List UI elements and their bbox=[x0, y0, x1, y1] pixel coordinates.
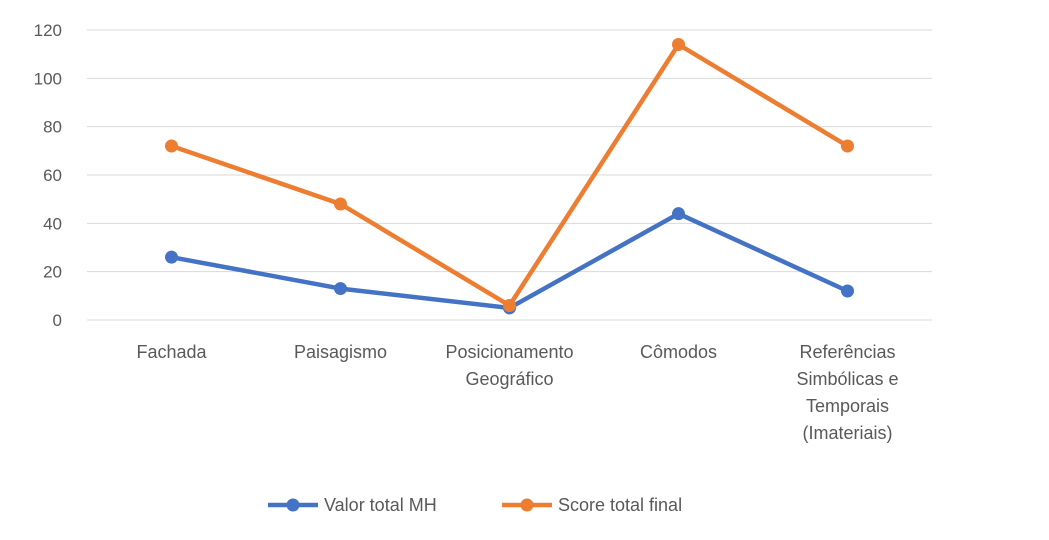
legend: Valor total MH Score total final bbox=[268, 495, 682, 515]
data-point bbox=[165, 139, 178, 153]
legend-swatch-marker bbox=[286, 498, 300, 512]
y-tick-label: 20 bbox=[43, 263, 62, 282]
data-point bbox=[672, 207, 685, 221]
x-axis-category-labels: Fachada Paisagismo Posicionamento Geográfic… bbox=[136, 342, 898, 443]
x-category-label-line: Simbólicas e bbox=[796, 369, 898, 389]
data-point bbox=[165, 250, 178, 264]
legend-label: Score total final bbox=[558, 495, 682, 515]
y-tick-label: 120 bbox=[34, 21, 62, 40]
y-tick-label: 100 bbox=[34, 69, 62, 88]
x-category-label-line: Geográfico bbox=[465, 369, 553, 389]
legend-swatch-marker bbox=[520, 498, 534, 512]
gridlines bbox=[87, 29, 932, 321]
y-tick-label: 60 bbox=[43, 166, 62, 185]
data-point bbox=[503, 299, 516, 312]
legend-item: Score total final bbox=[502, 495, 682, 515]
x-category-label-line: Posicionamento bbox=[445, 342, 573, 362]
data-point bbox=[334, 197, 347, 211]
series-line bbox=[169, 211, 850, 311]
data-point bbox=[841, 139, 854, 153]
y-tick-label: 80 bbox=[43, 118, 62, 137]
x-category-label-line: Temporais bbox=[806, 396, 889, 416]
x-category-label: Fachada bbox=[136, 342, 207, 362]
y-tick-label: 0 bbox=[53, 311, 62, 330]
data-point bbox=[334, 282, 347, 296]
y-axis-ticks: 0 20 40 60 80 100 120 bbox=[34, 21, 62, 330]
data-point bbox=[672, 38, 685, 51]
legend-label: Valor total MH bbox=[324, 495, 437, 515]
x-category-label: Paisagismo bbox=[294, 342, 387, 362]
legend-item: Valor total MH bbox=[268, 495, 437, 515]
x-category-label-line: Paisagismo bbox=[294, 342, 387, 362]
x-category-label-line: Fachada bbox=[136, 342, 207, 362]
series-1 bbox=[165, 38, 854, 312]
x-category-label-line: Cômodos bbox=[640, 342, 717, 362]
x-category-label-line: (Imateriais) bbox=[802, 423, 892, 443]
x-category-label: Cômodos bbox=[640, 342, 717, 362]
x-category-label: Posicionamento Geográfico bbox=[445, 342, 573, 389]
series-layer bbox=[165, 38, 854, 315]
x-category-label-line: Referências bbox=[799, 342, 895, 362]
data-point bbox=[841, 284, 854, 298]
y-tick-label: 40 bbox=[43, 214, 62, 233]
x-category-label: Referências Simbólicas e Temporais (Imateri… bbox=[796, 342, 898, 443]
